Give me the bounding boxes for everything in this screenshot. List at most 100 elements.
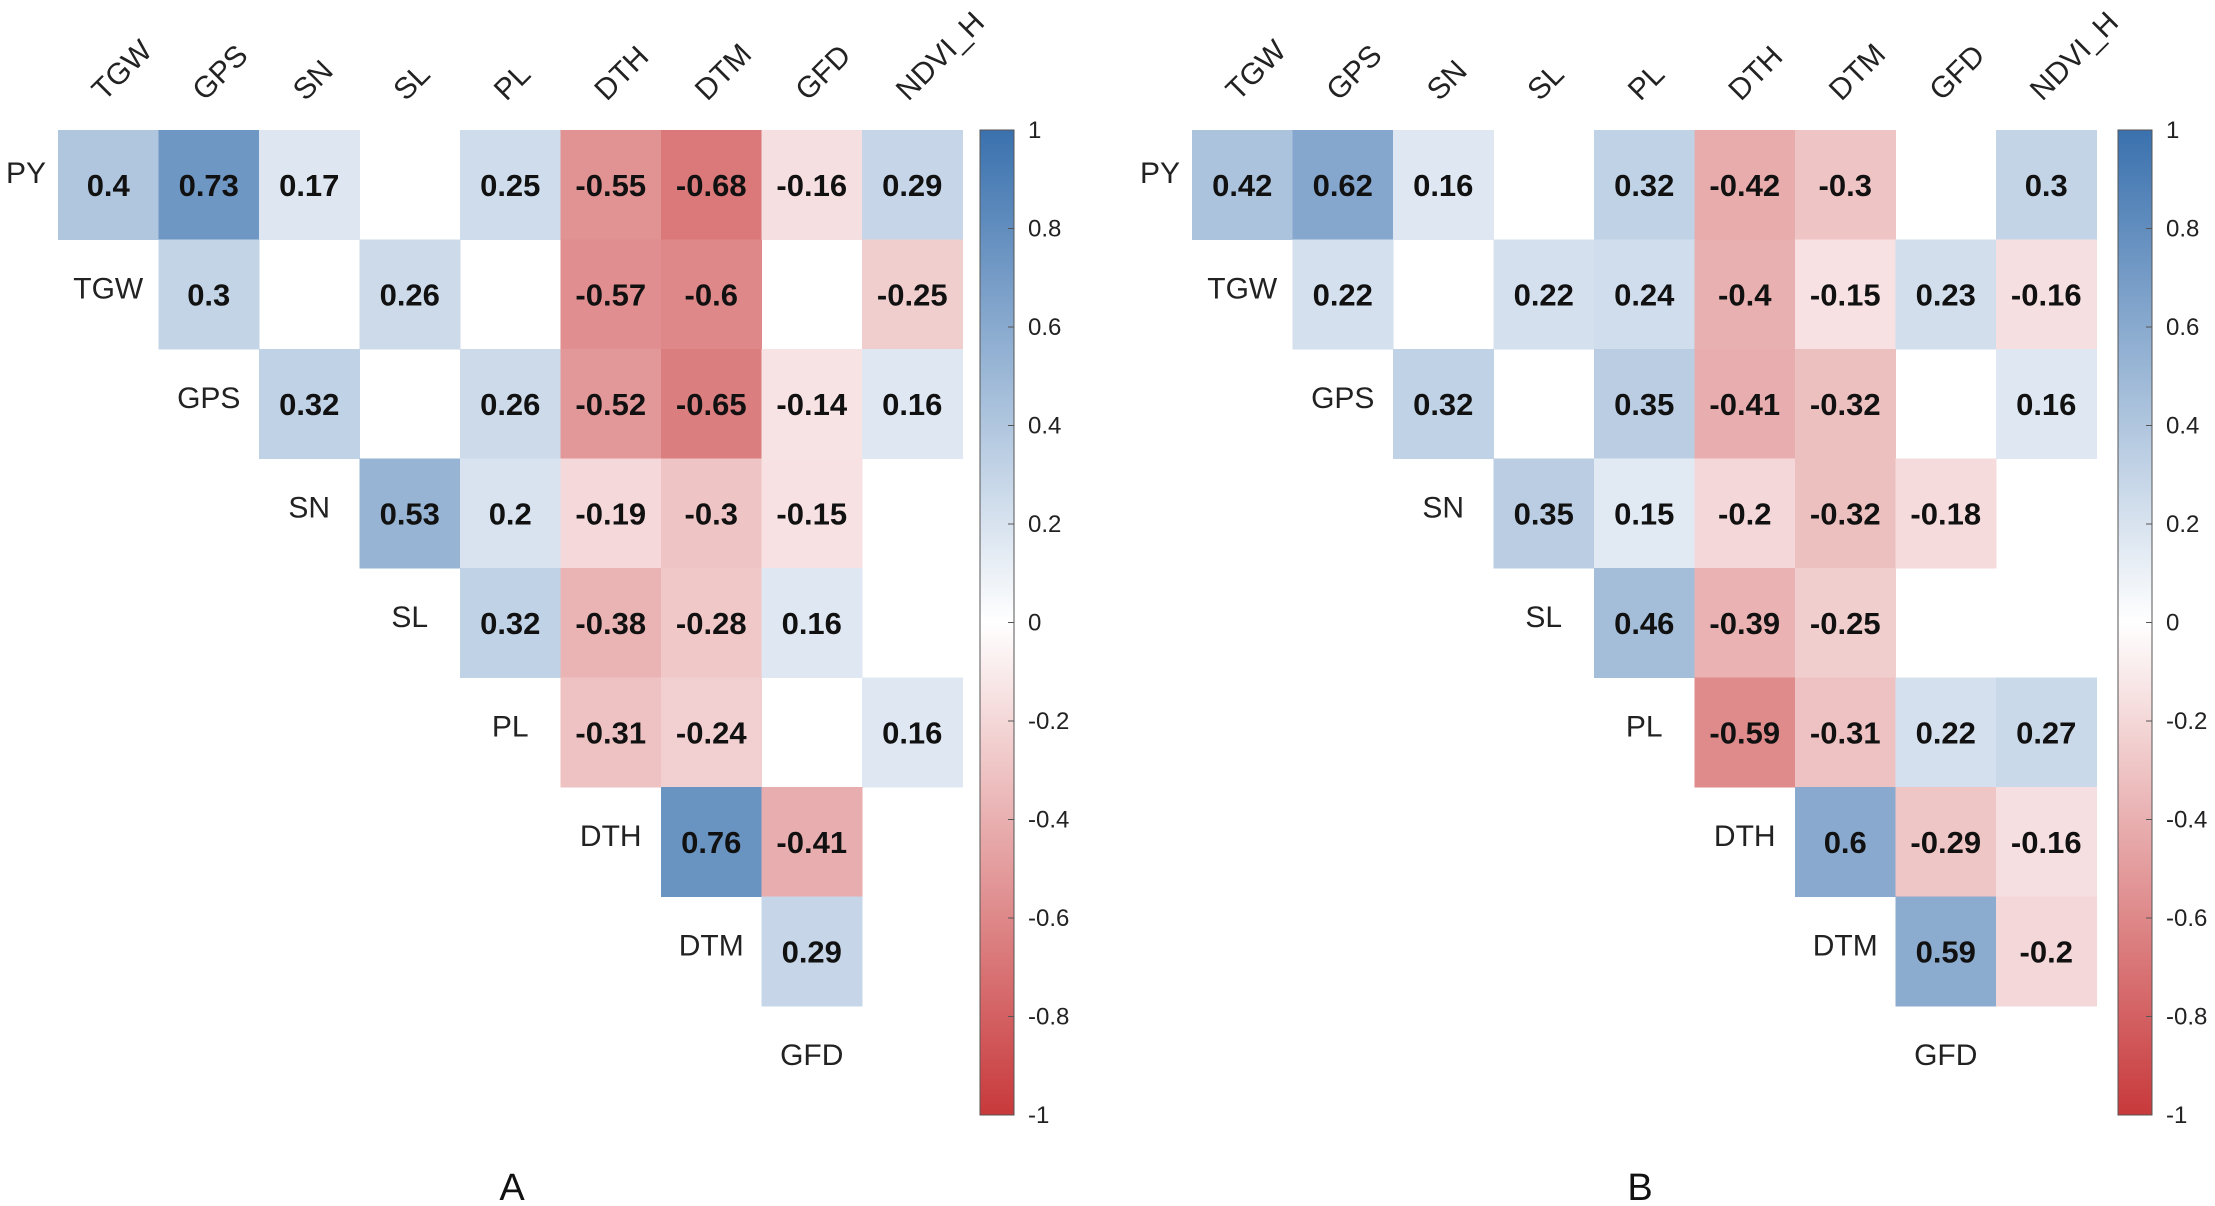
cell-value-label: 0.35: [1614, 387, 1674, 422]
heatmap-cell: [661, 568, 762, 678]
cell-value-label: 0.29: [882, 168, 942, 203]
column-label: SL: [387, 58, 436, 107]
heatmap-cell: [761, 568, 863, 678]
heatmap-cell: [1594, 568, 1695, 678]
cell-value-label: 0.16: [882, 715, 942, 750]
heatmap-cell: [761, 896, 863, 1007]
colorbar-tick-label: -0.2: [2166, 708, 2207, 735]
row-label: SN: [1422, 491, 1464, 524]
cell-value-label: -0.6: [685, 277, 738, 312]
colorbar-tick-label: -0.4: [2166, 807, 2207, 834]
row-label: DTH: [1714, 820, 1776, 853]
heatmap-cell: [761, 349, 863, 459]
heatmap-cell: [1996, 787, 2097, 897]
cell-value-label: -0.25: [1810, 606, 1881, 641]
column-label: SN: [1421, 54, 1474, 107]
column-label: GPS: [1320, 39, 1388, 107]
cell-value-label: -0.38: [575, 606, 646, 641]
heatmap-cell: [761, 130, 863, 240]
row-label: PL: [1626, 710, 1663, 743]
colorbar-tick-label: 0.6: [1028, 314, 1061, 341]
cell-value-label: -0.2: [1718, 496, 1771, 531]
row-label: SL: [391, 601, 428, 634]
colorbar-tick-label: 0.4: [1028, 413, 1061, 440]
row-label: DTM: [679, 929, 744, 962]
heatmap-cell: [862, 239, 963, 350]
heatmap-cell: [1895, 896, 1997, 1007]
cell-value-label: 0.62: [1313, 168, 1373, 203]
heatmap-cell: [460, 568, 561, 678]
row-label: PY: [6, 157, 46, 190]
panel-label: A: [499, 1167, 525, 1206]
cell-value-label: -0.15: [776, 496, 847, 531]
cell-value-label: 0.26: [380, 277, 440, 312]
cell-value-label: -0.16: [776, 168, 847, 203]
cell-value-label: 0.3: [2025, 168, 2068, 203]
cell-value-label: 0.16: [882, 387, 942, 422]
heatmap-cell: [1694, 349, 1796, 459]
heatmap-cell: [1895, 458, 1997, 569]
cell-value-label: 0.16: [782, 606, 842, 641]
heatmap-cell: [1795, 568, 1896, 678]
heatmap-cell: [1795, 239, 1896, 350]
row-label: GFD: [780, 1039, 843, 1072]
heatmap-cell: [560, 568, 662, 678]
heatmap-cell: [1895, 787, 1997, 897]
heatmap-cell: [862, 130, 963, 240]
colorbar-tick-label: 0.8: [2166, 216, 2199, 243]
colorbar-tick-label: -0.6: [1028, 905, 1069, 932]
cell-value-label: -0.3: [1819, 168, 1872, 203]
heatmap-cell: [1192, 130, 1293, 240]
heatmap-cell: [1493, 239, 1595, 350]
cell-value-label: -0.29: [1910, 825, 1981, 860]
heatmap-cell: [1594, 130, 1695, 240]
panel-b: 0.42 0.62 0.16 0.32 -0.42 -0.3 0.3 0.22 0.22 0.24…: [1140, 6, 2207, 1206]
heatmap-cell: [1996, 349, 2097, 459]
heatmap-cell: [1594, 239, 1695, 350]
cell-value-label: 0.24: [1614, 277, 1675, 312]
cell-value-label: 0.22: [1514, 277, 1574, 312]
colorbar-tick-label: 0.2: [2166, 511, 2199, 538]
cell-value-label: -0.15: [1810, 277, 1881, 312]
colorbar-tick-label: -0.8: [2166, 1004, 2207, 1031]
cell-value-label: 0.32: [1413, 387, 1473, 422]
column-label: TGW: [86, 34, 159, 107]
cell-value-label: 0.4: [87, 168, 131, 203]
heatmap-cell: [158, 239, 260, 350]
row-label: GPS: [1311, 382, 1374, 415]
cell-value-label: -0.59: [1709, 715, 1780, 750]
cell-value-label: -0.24: [676, 715, 747, 750]
column-label: DTH: [588, 40, 655, 107]
heatmap-cell: [661, 130, 762, 240]
column-label: GFD: [789, 39, 857, 107]
cell-value-label: -0.52: [575, 387, 646, 422]
cell-value-label: 0.15: [1614, 496, 1674, 531]
cell-value-label: 0.16: [1413, 168, 1473, 203]
cell-value-label: 0.35: [1514, 496, 1574, 531]
heatmap-cell: [460, 349, 561, 459]
heatmap-cell: [560, 239, 662, 350]
heatmap-cell: [1694, 239, 1796, 350]
heatmap-cell: [1795, 349, 1896, 459]
heatmap-cell: [460, 130, 561, 240]
heatmap-cell: [259, 349, 360, 459]
cell-value-label: -0.32: [1810, 387, 1881, 422]
column-label: NDVI_H: [890, 6, 991, 107]
column-label: DTM: [689, 38, 758, 107]
heatmap-cell: [1996, 239, 2097, 350]
heatmap-cell: [1895, 677, 1997, 788]
cell-value-label: 0.76: [681, 825, 741, 860]
heatmap-cell: [259, 130, 360, 240]
row-label: SN: [288, 491, 330, 524]
heatmap-cell: [1694, 130, 1796, 240]
heatmap-cell: [1795, 458, 1896, 569]
cell-value-label: 0.6: [1824, 825, 1867, 860]
colorbar-tick-label: 1: [2166, 117, 2179, 144]
cell-value-label: 0.2: [489, 496, 532, 531]
cell-value-label: -0.4: [1718, 277, 1772, 312]
heatmap-cell: [661, 239, 762, 350]
cell-value-label: 0.16: [2016, 387, 2076, 422]
cell-value-label: -0.41: [776, 825, 847, 860]
heatmap-cell: [560, 349, 662, 459]
colorbar-tick-label: -0.2: [1028, 708, 1069, 735]
